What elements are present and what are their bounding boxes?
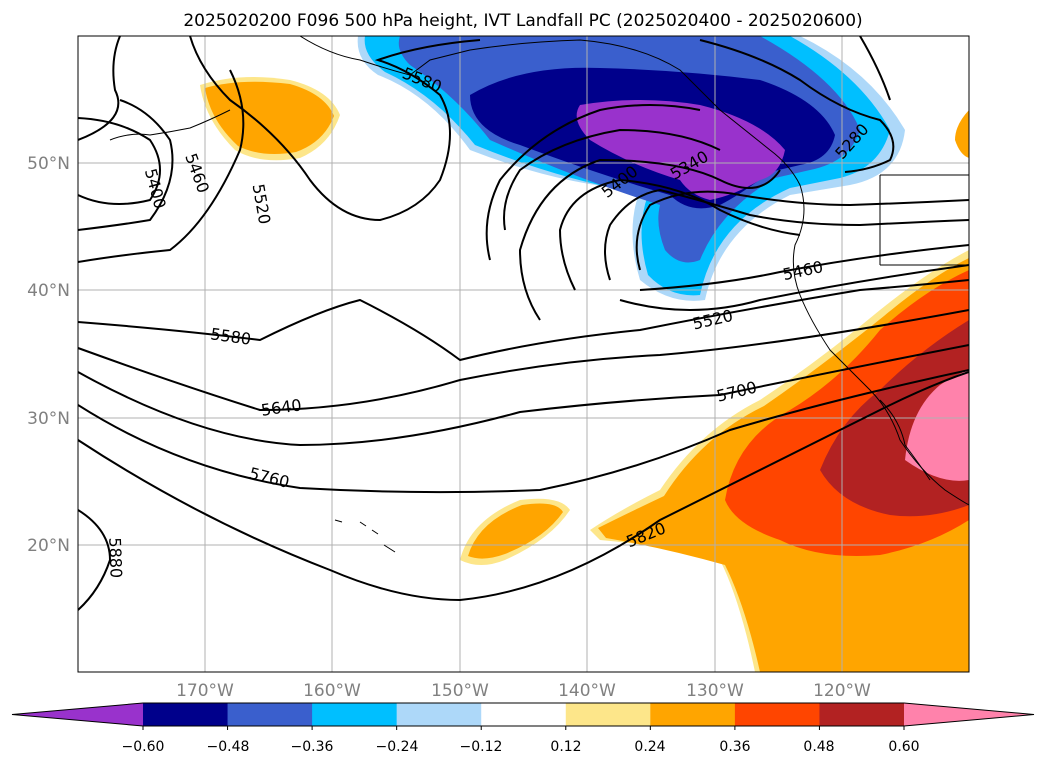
- colorbar-tick-label: −0.48: [207, 739, 250, 755]
- contour-5820: [78, 371, 969, 602]
- height-contours: [78, 36, 969, 611]
- shade-orange-east-edge: [955, 110, 969, 158]
- contour-5760: [78, 369, 969, 494]
- lon-label: 140°W: [558, 681, 616, 701]
- colorbar-extend-min: [12, 703, 143, 726]
- colorbar-segment: [143, 703, 229, 726]
- shade-orange-bering: [205, 81, 334, 154]
- shade-purple: [576, 100, 785, 200]
- colorbar-segment: [650, 703, 736, 726]
- colorbar-ticks: −0.60 −0.48 −0.36 −0.24 −0.12 0.12 0.24 …: [122, 739, 920, 755]
- lat-label: 20°N: [27, 536, 70, 556]
- colorbar-tick-label: 0.12: [550, 739, 581, 755]
- contour-label: 5880: [105, 537, 125, 578]
- map-title: 2025020200 F096 500 hPa height, IVT Land…: [183, 11, 862, 31]
- colorbar-tick-label: 0.60: [888, 739, 919, 755]
- colorbar-tick-label: 0.36: [719, 739, 750, 755]
- lon-label: 120°W: [813, 681, 871, 701]
- shade-orange-plume: [468, 258, 969, 672]
- colorbar-segment: [734, 703, 820, 726]
- contour-5700: [78, 344, 969, 447]
- lat-label: 30°N: [27, 409, 70, 429]
- colorbar-tick-label: 0.48: [803, 739, 834, 755]
- contour-5400: [78, 117, 969, 281]
- colorbar-tick-label: −0.12: [460, 739, 503, 755]
- colorbar-segment: [565, 703, 651, 726]
- graticule: [78, 36, 969, 672]
- colorbar-extend-max: [904, 703, 1034, 726]
- colorbar-segment: [227, 703, 313, 726]
- colorbar-tick-label: −0.24: [376, 739, 419, 755]
- colorbar-segment: [481, 703, 567, 726]
- colorbar-tick-label: −0.36: [291, 739, 334, 755]
- colorbar-segment: [312, 703, 398, 726]
- contour-trough-axis: [485, 104, 701, 261]
- contour-5460: [78, 99, 969, 291]
- lon-label: 170°W: [176, 681, 234, 701]
- contour-5340-ring: [635, 190, 969, 271]
- map-frame: [77, 35, 970, 673]
- contour-5580: [78, 279, 969, 362]
- contour-aleutian-low: [78, 36, 721, 231]
- contour-5280: [699, 36, 895, 173]
- longitude-labels: 170°W 160°W 150°W 140°W 130°W 120°W: [176, 681, 871, 701]
- lat-label: 50°N: [27, 154, 70, 174]
- lon-label: 160°W: [303, 681, 361, 701]
- colorbar-tick-label: −0.60: [122, 739, 165, 755]
- coastlines: [109, 36, 969, 553]
- contour-5880: [78, 509, 112, 611]
- colorbar-tick-label: 0.24: [634, 739, 665, 755]
- contour-5520: [78, 69, 969, 321]
- colorbar: [11, 702, 1035, 730]
- shade-pink-plume: [905, 370, 969, 481]
- colorbar-segment: [819, 703, 905, 726]
- lon-label: 130°W: [686, 681, 744, 701]
- lon-label: 150°W: [431, 681, 489, 701]
- contour-5640: [78, 309, 969, 412]
- latitude-labels: 50°N 40°N 30°N 20°N: [27, 154, 70, 556]
- lat-label: 40°N: [27, 281, 70, 301]
- colorbar-segment: [396, 703, 482, 726]
- map-layers: 5400 5460 5520 5580 5400 5340 5280 5460 …: [78, 36, 969, 672]
- negative-anomaly-shading: [357, 36, 906, 301]
